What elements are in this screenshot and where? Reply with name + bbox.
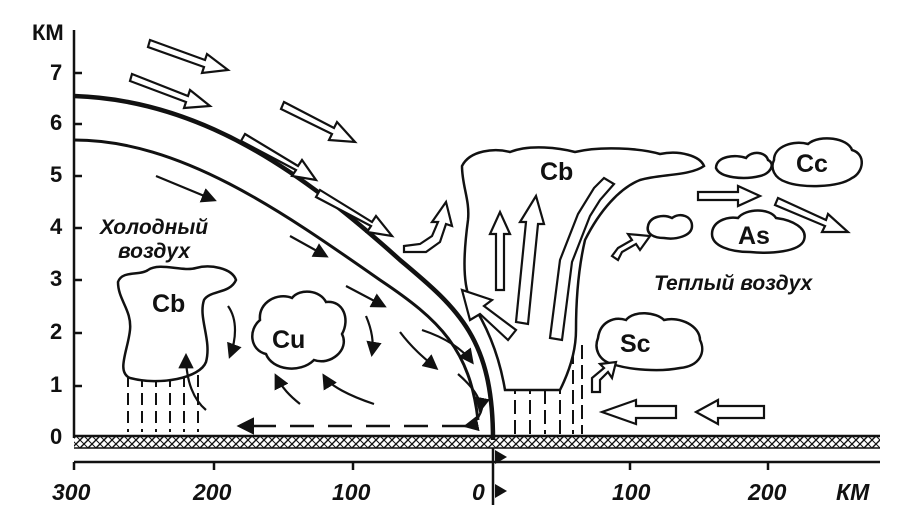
x-axis: 300 200 100 0 100 200 КМ: [52, 448, 880, 505]
x-tick-100: 100: [332, 479, 371, 505]
cloud-cb-left-label: Cb: [152, 290, 185, 318]
front-direction-icon: [495, 484, 507, 498]
updraft-arrows: [402, 176, 653, 394]
ground-surface: [74, 434, 880, 449]
y-tick-6: 6: [50, 110, 62, 135]
x-tick-100-right: 100: [612, 479, 651, 505]
cloud-sc: Sc: [595, 312, 704, 372]
y-tick-4: 4: [50, 214, 63, 239]
y-tick-3: 3: [50, 266, 62, 291]
cloud-as-label: As: [738, 222, 770, 250]
y-tick-5: 5: [50, 162, 62, 187]
cloud-cb-main-label: Cb: [540, 158, 573, 186]
warm-air-label: Теплый воздух: [654, 272, 814, 295]
cold-air-label-line1: Холодный: [99, 216, 208, 239]
x-tick-0: 0: [472, 479, 485, 505]
x-tick-200-right: 200: [747, 479, 787, 505]
cold-air-label-line2: воздух: [118, 240, 191, 263]
front-marker-icon: [495, 450, 507, 464]
x-tick-300: 300: [52, 479, 91, 505]
x-axis-unit: КМ: [836, 479, 870, 505]
cold-air-arrows: [155, 174, 490, 432]
cloud-as: As: [646, 209, 806, 254]
y-axis: КМ 0 1 2 3 4 5 6 7: [32, 20, 82, 449]
upper-flow-arrows: [128, 38, 395, 238]
cloud-cb-left: Cb: [116, 265, 238, 383]
y-tick-7: 7: [50, 60, 62, 85]
precipitation-left: [127, 375, 199, 432]
warm-air-arrows: [598, 184, 851, 426]
y-tick-0: 0: [50, 424, 62, 449]
y-tick-1: 1: [50, 372, 62, 397]
cloud-cu: Cu: [251, 290, 347, 370]
y-axis-unit: КМ: [32, 20, 64, 45]
cloud-cu-label: Cu: [272, 326, 305, 354]
cloud-cc-label: Cc: [796, 150, 828, 178]
cloud-sc-label: Sc: [620, 330, 651, 358]
y-tick-2: 2: [50, 319, 62, 344]
x-tick-200: 200: [192, 479, 232, 505]
cloud-cc: Cc: [714, 137, 863, 188]
